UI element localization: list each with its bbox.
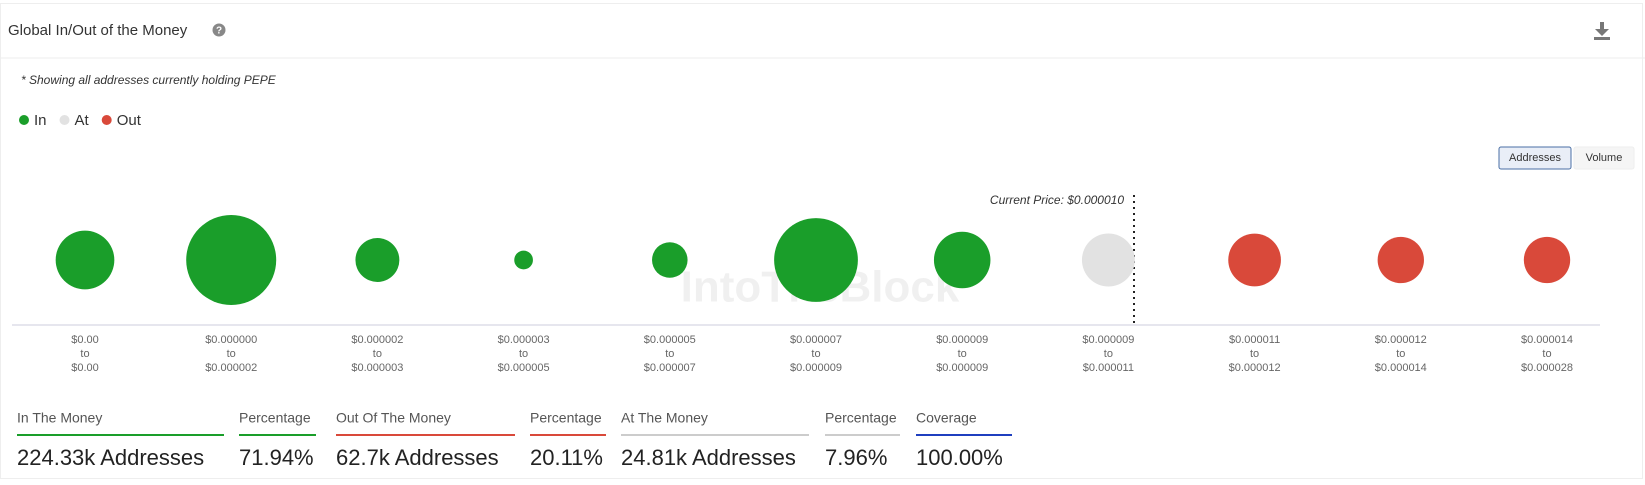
x-tick-label: $0.000007 [644, 362, 696, 374]
x-tick-label: $0.000000 [205, 334, 257, 346]
help-icon[interactable] [212, 23, 226, 37]
x-tick-label: to [958, 348, 967, 360]
toggle-button[interactable] [1573, 146, 1635, 170]
bubble [186, 215, 277, 305]
x-tick-label: $0.000011 [1083, 362, 1134, 374]
x-tick-label: $0.000003 [351, 362, 403, 374]
x-tick-label: $0.000002 [205, 362, 257, 374]
x-tick-label: $0.000009 [936, 362, 988, 374]
bubble [652, 242, 688, 278]
x-tick-label: to [1396, 348, 1405, 360]
stat-value: 7.96% [825, 445, 887, 470]
stat-label: Out Of The Money [336, 410, 451, 426]
stat-value: 24.81k Addresses [621, 445, 796, 470]
x-tick-label: $0.000005 [498, 362, 550, 374]
x-tick-label: $0.000002 [351, 334, 403, 346]
bubble [55, 230, 115, 290]
bubble [1377, 236, 1424, 284]
toggle-label: Volume [1586, 152, 1623, 164]
x-tick-label: $0.000012 [1229, 362, 1281, 374]
x-tick-label: $0.00 [71, 334, 99, 346]
legend-marker [19, 115, 29, 125]
x-tick-label: to [80, 348, 89, 360]
x-tick-label: to [373, 348, 382, 360]
x-tick-label: to [519, 348, 528, 360]
stat-value: 71.94% [239, 445, 314, 470]
stat-label: Percentage [239, 410, 311, 426]
x-tick-label: $0.00 [71, 362, 99, 374]
x-tick-label: $0.000009 [936, 334, 988, 346]
legend-label: In [34, 112, 47, 129]
title: Global In/Out of the Money [8, 22, 188, 39]
x-tick-label: to [1104, 348, 1113, 360]
legend-label: Out [117, 112, 142, 129]
bubble [514, 250, 533, 270]
bubble [774, 218, 858, 302]
x-tick-label: $0.000009 [1082, 334, 1134, 346]
bubble [1523, 236, 1571, 284]
bubble [1228, 233, 1281, 287]
x-tick-label: $0.000014 [1521, 334, 1573, 346]
x-tick-label: to [665, 348, 674, 360]
legend-marker [59, 115, 70, 125]
x-tick-label: $0.000028 [1521, 362, 1573, 374]
stat-label: Coverage [916, 410, 977, 426]
toggle-label: Addresses [1509, 152, 1561, 164]
bubble [355, 238, 400, 282]
x-tick-label: to [1542, 348, 1551, 360]
x-tick-label: to [811, 348, 820, 360]
stat-value: 20.11% [530, 445, 603, 470]
stat-label: In The Money [17, 410, 102, 426]
x-tick-label: to [1250, 348, 1259, 360]
stat-value: 100.00% [916, 445, 1003, 470]
x-tick-label: to [227, 348, 236, 360]
download-icon[interactable] [1594, 22, 1610, 40]
stat-label: At The Money [621, 410, 708, 426]
help-icon-glyph: ? [216, 26, 222, 37]
x-tick-label: $0.000009 [790, 362, 842, 374]
bubble [1081, 233, 1135, 287]
x-tick-label: $0.000014 [1375, 362, 1427, 374]
stat-label: Percentage [825, 410, 897, 426]
bubble [933, 231, 991, 289]
toggle-button[interactable] [1498, 146, 1572, 170]
stat-value: 62.7k Addresses [336, 445, 499, 470]
x-tick-label: $0.000007 [790, 334, 842, 346]
current-price-label: Current Price: $0.000010 [990, 193, 1124, 207]
stat-value: 224.33k Addresses [17, 445, 204, 470]
x-tick-label: $0.000012 [1375, 334, 1427, 346]
legend-marker [101, 115, 112, 125]
legend-label: At [75, 112, 90, 129]
x-tick-label: $0.000005 [644, 334, 696, 346]
note: * Showing all addresses currently holdin… [21, 73, 277, 87]
stat-label: Percentage [530, 410, 602, 426]
x-tick-label: $0.000011 [1229, 334, 1280, 346]
x-tick-label: $0.000003 [498, 334, 550, 346]
